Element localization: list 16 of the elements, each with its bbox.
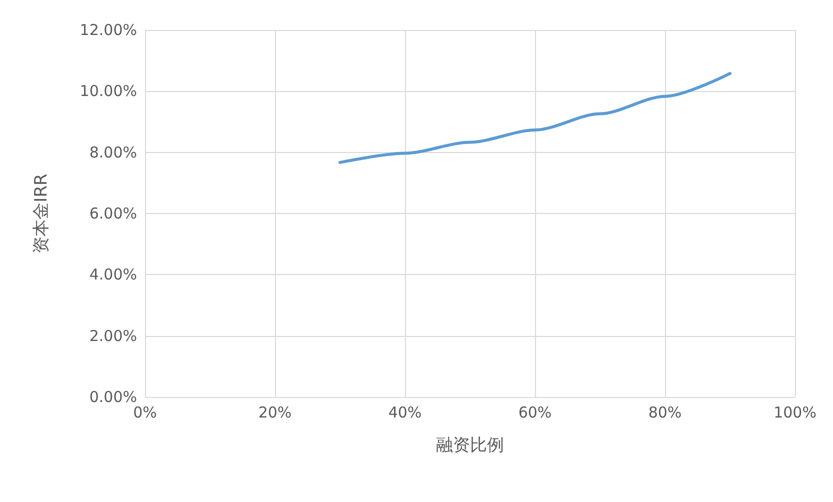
x-tick-label: 40% [388, 404, 422, 422]
x-axis-title: 融资比例 [436, 436, 504, 456]
line-series [338, 72, 732, 164]
x-tick-label: 60% [518, 404, 552, 422]
y-tick-label: 6.00% [89, 204, 137, 222]
x-tick-label: 0% [133, 404, 157, 422]
y-tick-label: 8.00% [89, 143, 137, 162]
y-tick-label: 4.00% [89, 266, 137, 284]
y-tick-label: 0.00% [89, 388, 137, 406]
x-tick-label: 20% [258, 404, 292, 422]
y-axis-title: 资本金IRR [32, 173, 52, 254]
y-tick-label: 10.00% [80, 82, 137, 100]
y-tick-label: 2.00% [89, 326, 137, 345]
x-tick-label: 80% [648, 404, 682, 422]
y-tick-label: 12.00% [80, 21, 137, 39]
x-tick-label: 100% [774, 404, 816, 422]
